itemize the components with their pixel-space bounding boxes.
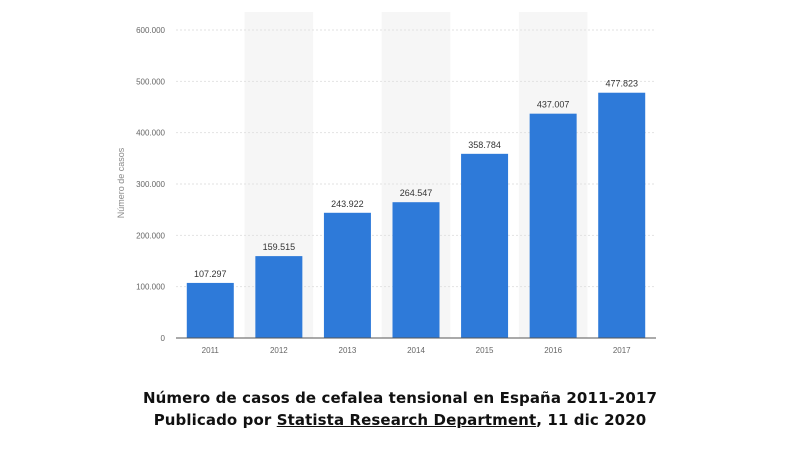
bar bbox=[186, 282, 234, 338]
value-label: 243.922 bbox=[331, 199, 364, 209]
published-suffix: , 11 dic 2020 bbox=[536, 411, 647, 429]
bar-chart: 0 100.000 200.000 300.000 400.000 500.000 600.… bbox=[116, 26, 656, 355]
x-tick-label: 2013 bbox=[339, 346, 357, 355]
bar bbox=[598, 92, 646, 338]
x-tick-label: 2011 bbox=[202, 346, 220, 355]
y-tick-label: 200.000 bbox=[136, 231, 165, 240]
y-tick-label: 600.000 bbox=[136, 26, 165, 35]
published-prefix: Publicado por bbox=[153, 411, 277, 429]
bar bbox=[461, 153, 509, 338]
value-label: 264.547 bbox=[400, 188, 433, 198]
x-tick-label: 2012 bbox=[270, 346, 288, 355]
publisher-link[interactable]: Statista Research Department bbox=[276, 411, 537, 429]
y-tick-label: 500.000 bbox=[136, 77, 165, 86]
y-axis-ticks: 0 100.000 200.000 300.000 400.000 500.000 600.… bbox=[136, 26, 165, 343]
x-tick-label: 2014 bbox=[407, 346, 425, 355]
value-label: 107.297 bbox=[194, 269, 227, 279]
x-tick-label: 2017 bbox=[613, 346, 631, 355]
y-tick-label: 100.000 bbox=[136, 283, 165, 292]
value-label: 358.784 bbox=[468, 140, 501, 150]
bar bbox=[255, 256, 303, 338]
value-labels: 107.297 159.515 243.922 264.547 358.784 437.0… bbox=[194, 79, 638, 279]
bars bbox=[186, 92, 646, 338]
bar bbox=[323, 212, 371, 338]
y-tick-label: 300.000 bbox=[136, 180, 165, 189]
x-tick-label: 2015 bbox=[476, 346, 494, 355]
y-axis-label: Número de casos bbox=[116, 147, 126, 218]
chart-caption-title: Número de casos de cefalea tensional en … bbox=[142, 389, 657, 407]
bar bbox=[392, 202, 440, 338]
value-label: 477.823 bbox=[605, 79, 638, 89]
value-label: 159.515 bbox=[263, 242, 296, 252]
bar bbox=[529, 113, 577, 338]
y-tick-label: 400.000 bbox=[136, 129, 165, 138]
chart-caption-source: Publicado por Statista Research Departme… bbox=[0, 411, 800, 429]
value-label: 437.007 bbox=[537, 100, 570, 110]
x-axis-ticks: 2011 2012 2013 2014 2015 2016 2017 bbox=[202, 346, 631, 355]
y-tick-label: 0 bbox=[161, 334, 166, 343]
x-tick-label: 2016 bbox=[544, 346, 562, 355]
